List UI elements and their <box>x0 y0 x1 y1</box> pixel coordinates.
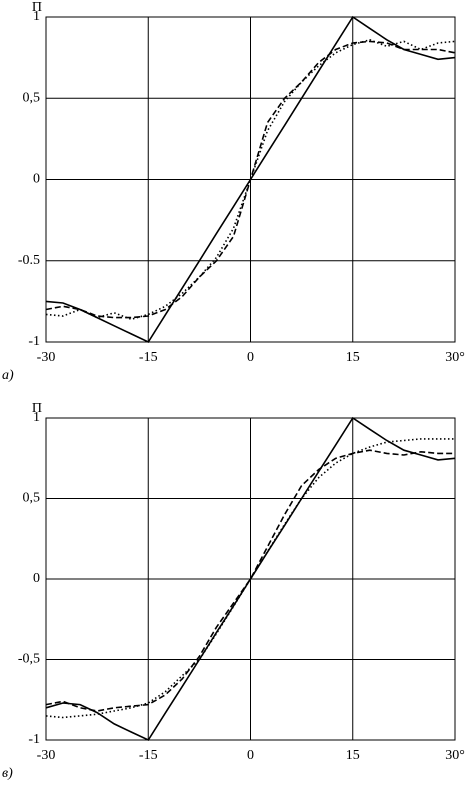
x-tick-label: 30° <box>445 350 465 365</box>
y-tick-label: -0.5 <box>18 253 40 268</box>
x-tick-label: 0 <box>247 350 254 365</box>
x-tick-label: 15 <box>346 748 360 763</box>
x-tick-label: 30° <box>445 748 465 763</box>
y-tick-label: -1 <box>28 334 40 349</box>
x-tick-label: -30 <box>37 350 56 365</box>
data-line <box>45 449 455 712</box>
y-tick-label: -0,5 <box>18 652 40 667</box>
data-line <box>45 40 456 319</box>
y-tick-label: 1 <box>33 9 40 24</box>
panel-label: в) <box>2 766 13 781</box>
y-tick-label: 0,5 <box>23 491 41 506</box>
data-line <box>45 416 456 742</box>
x-tick-label: 15 <box>346 350 360 365</box>
plot-frame <box>45 16 456 343</box>
y-tick-label: 0 <box>33 571 40 586</box>
y-axis-label: П <box>32 0 42 15</box>
panel-label: а) <box>2 368 14 383</box>
y-tick-label: 1 <box>33 410 40 425</box>
y-axis-label: П <box>32 401 42 416</box>
plot-frame <box>45 417 456 741</box>
y-tick-label: 0 <box>33 172 40 187</box>
x-tick-label: -15 <box>139 350 158 365</box>
x-tick-label: 0 <box>247 748 254 763</box>
x-tick-label: -30 <box>37 748 56 763</box>
data-line <box>45 438 455 719</box>
x-tick-label: -15 <box>139 748 158 763</box>
y-tick-label: 0,5 <box>23 90 41 105</box>
y-tick-label: -1 <box>28 732 40 747</box>
